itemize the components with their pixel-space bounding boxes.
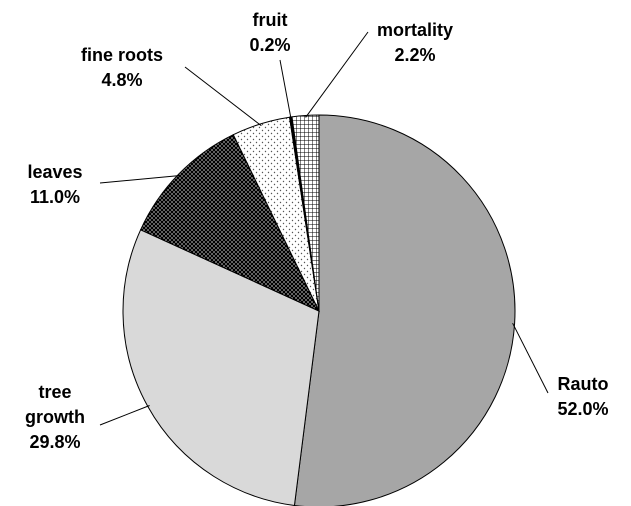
pie-slice — [293, 114, 516, 506]
value-label: 29.8% — [29, 432, 81, 452]
pie-slice — [139, 134, 321, 313]
value-label: 11.0% — [29, 187, 81, 207]
slice-label: mortality 2.2% — [370, 18, 460, 68]
slice-label: fruit 0.2% — [225, 8, 315, 58]
category-label: fruit — [252, 10, 288, 30]
leader-line — [279, 59, 292, 120]
slice-label: leaves 11.0% — [10, 160, 100, 210]
slice-label: Rauto 52.0% — [538, 372, 628, 422]
pie-slice — [291, 114, 320, 312]
slice-label: tree growth 29.8% — [20, 380, 90, 455]
leader-line — [512, 322, 549, 394]
leader-line — [99, 405, 150, 426]
category-label: mortality — [376, 20, 454, 40]
slice-label: fine roots 4.8% — [77, 43, 167, 93]
leader-line — [99, 175, 181, 184]
leader-line — [305, 31, 369, 118]
value-label: 4.8% — [101, 70, 143, 90]
category-label: leaves — [27, 162, 83, 182]
value-label: 52.0% — [557, 399, 609, 419]
leader-line — [184, 66, 262, 127]
category-label: Rauto — [557, 374, 609, 394]
category-label: fine roots — [80, 45, 163, 65]
value-label: 2.2% — [394, 45, 436, 65]
category-label: tree growth — [25, 382, 85, 427]
value-label: 0.2% — [249, 35, 291, 55]
